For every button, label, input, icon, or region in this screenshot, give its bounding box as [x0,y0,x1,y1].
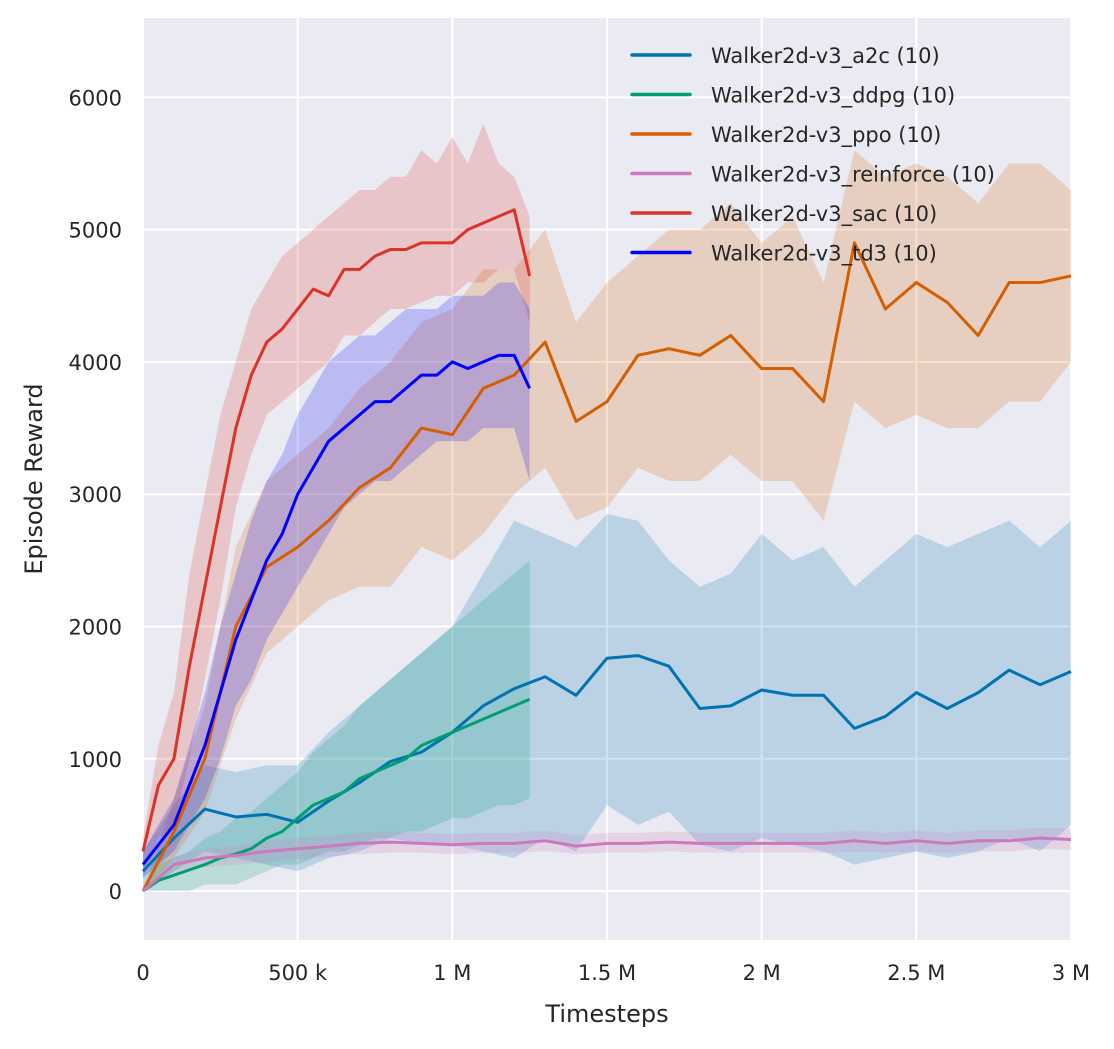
x-tick-labels: 0 500 k 1 M 1.5 M 2 M 2.5 M 3 M [136,961,1090,985]
y-tick-label: 4000 [69,351,122,375]
series-line-4 [141,208,532,852]
series-line-5 [141,353,532,866]
legend-label: Walker2d-v3_sac (10) [711,202,937,227]
legend: Walker2d-v3_a2c (10) Walker2d-v3_ddpg (10… [630,44,995,267]
y-tick-label: 1000 [69,748,122,772]
legend-label: Walker2d-v3_ddpg (10) [711,84,955,109]
series-line-2 [141,241,1072,892]
grid [142,18,1072,940]
series-line-3 [142,836,1072,893]
x-tick-label: 1 M [433,961,471,985]
x-tick-label: 2.5 M [887,961,945,985]
y-tick-label: 3000 [69,483,122,507]
y-tick-label: 6000 [69,86,122,110]
x-tick-label: 500 k [268,961,328,985]
y-tick-labels: 0 1000 2000 3000 4000 5000 6000 [69,86,122,904]
legend-label: Walker2d-v3_a2c (10) [711,44,940,69]
series-line-1 [142,697,531,893]
legend-label: Walker2d-v3_reinforce (10) [711,163,995,188]
legend-label: Walker2d-v3_td3 (10) [711,242,937,267]
y-tick-label: 2000 [69,615,122,639]
band-2 [143,150,1071,892]
y-tick-label: 5000 [69,219,122,243]
y-axis-label: Episode Reward [20,383,48,574]
x-tick-label: 0 [136,961,149,985]
x-tick-label: 1.5 M [578,961,636,985]
series-line-0 [141,654,1072,873]
band-1 [143,560,530,892]
y-tick-label: 0 [109,880,122,904]
x-tick-label: 2 M [743,961,781,985]
band-0 [143,514,1071,892]
x-tick-label: 3 M [1052,961,1090,985]
series-lines [141,208,1072,893]
legend-label: Walker2d-v3_ppo (10) [711,123,941,148]
x-axis-label: Timesteps [544,1000,668,1028]
